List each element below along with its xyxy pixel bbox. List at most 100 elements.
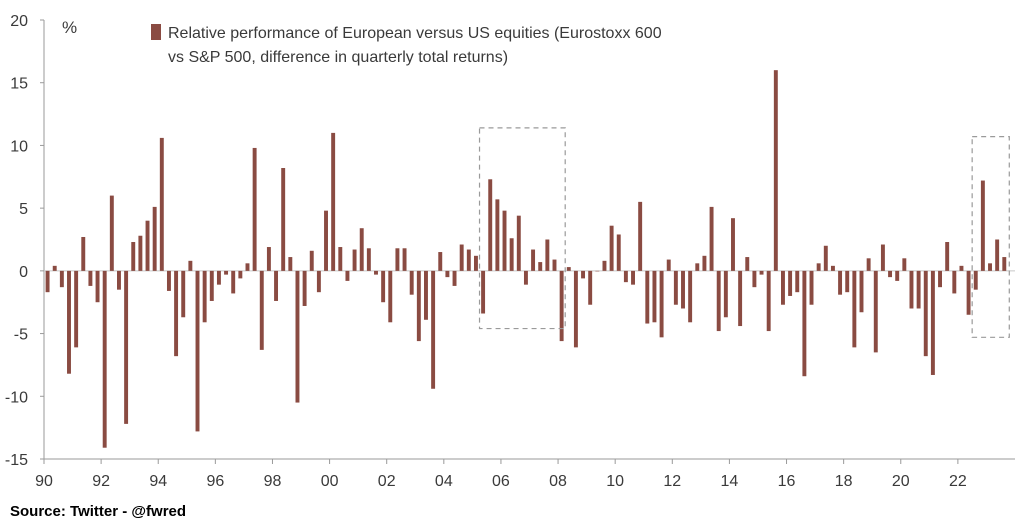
bar bbox=[452, 270, 457, 286]
bar bbox=[124, 270, 129, 424]
bar bbox=[409, 270, 414, 295]
bar bbox=[695, 263, 700, 271]
legend: Relative performance of European versus … bbox=[151, 24, 662, 66]
x-tick-label: 10 bbox=[606, 473, 624, 490]
bar bbox=[252, 147, 257, 271]
bar bbox=[374, 270, 378, 275]
bar bbox=[138, 235, 143, 271]
bar bbox=[259, 270, 264, 350]
x-tick-label: 16 bbox=[778, 473, 796, 490]
bar bbox=[859, 270, 864, 313]
bar bbox=[388, 270, 393, 323]
bar bbox=[88, 270, 93, 286]
y-tick-label: 20 bbox=[10, 13, 28, 30]
y-tick-label: -10 bbox=[5, 389, 28, 406]
bar bbox=[366, 248, 371, 271]
bar bbox=[752, 270, 757, 288]
bar bbox=[274, 270, 279, 301]
bar bbox=[345, 270, 350, 281]
bar bbox=[823, 245, 828, 271]
bar bbox=[930, 270, 935, 375]
bar bbox=[52, 265, 57, 271]
bar bbox=[288, 257, 293, 271]
bar bbox=[245, 263, 250, 271]
bar bbox=[852, 270, 857, 348]
x-tick-label: 14 bbox=[721, 473, 739, 490]
bar bbox=[95, 270, 100, 303]
bar bbox=[381, 270, 386, 303]
bar bbox=[952, 270, 957, 294]
bar bbox=[573, 270, 578, 348]
bar bbox=[809, 270, 814, 305]
bar bbox=[738, 270, 743, 327]
bar bbox=[616, 234, 621, 271]
bar bbox=[502, 210, 507, 271]
bar bbox=[131, 242, 136, 271]
bars-group bbox=[45, 70, 1007, 448]
bar bbox=[359, 228, 364, 271]
bar bbox=[552, 259, 557, 271]
bar bbox=[702, 255, 707, 271]
x-tick-label: 06 bbox=[492, 473, 510, 490]
bar bbox=[709, 206, 714, 271]
highlight-box bbox=[478, 127, 566, 330]
bar bbox=[795, 270, 800, 293]
bar bbox=[873, 270, 878, 353]
x-tick-label: 18 bbox=[835, 473, 853, 490]
bar bbox=[523, 270, 528, 285]
bar bbox=[681, 270, 685, 309]
bar bbox=[445, 270, 450, 278]
bar bbox=[402, 248, 407, 271]
bar bbox=[45, 270, 50, 293]
bar bbox=[309, 250, 314, 271]
bar bbox=[545, 239, 550, 271]
bar bbox=[716, 270, 721, 332]
bar bbox=[845, 270, 850, 293]
bar bbox=[902, 258, 907, 271]
bar bbox=[152, 206, 157, 271]
bar bbox=[238, 270, 243, 279]
bar bbox=[352, 249, 357, 271]
bar bbox=[216, 270, 221, 285]
bar bbox=[438, 252, 443, 271]
bar bbox=[602, 260, 607, 271]
highlight-boxes bbox=[478, 127, 1010, 338]
bar bbox=[295, 270, 300, 403]
bar bbox=[988, 263, 992, 271]
bar bbox=[1002, 257, 1007, 271]
bar bbox=[395, 248, 400, 271]
bar bbox=[995, 239, 1000, 271]
bar bbox=[209, 270, 214, 301]
bar bbox=[473, 255, 478, 271]
bar bbox=[731, 218, 735, 271]
bar bbox=[466, 249, 471, 271]
bar bbox=[281, 168, 286, 271]
bar bbox=[766, 270, 771, 332]
bar bbox=[166, 270, 171, 291]
bar bbox=[531, 249, 536, 271]
bar bbox=[316, 270, 321, 293]
bar bbox=[67, 270, 71, 374]
bar bbox=[566, 267, 571, 271]
bar bbox=[424, 270, 428, 320]
bar bbox=[759, 270, 764, 275]
bar bbox=[838, 270, 843, 295]
bar bbox=[916, 270, 921, 309]
y-tick-label: -15 bbox=[5, 452, 28, 469]
bar bbox=[81, 236, 86, 271]
bar bbox=[773, 70, 778, 271]
bar bbox=[609, 225, 614, 271]
bar bbox=[302, 270, 307, 306]
legend-label-line2: vs S&P 500, difference in quarterly tota… bbox=[168, 49, 508, 66]
bar bbox=[938, 270, 942, 288]
y-tick-label: 10 bbox=[10, 138, 28, 155]
bar bbox=[117, 270, 121, 290]
bar bbox=[59, 270, 64, 288]
axes bbox=[40, 19, 1015, 464]
x-tick-label: 02 bbox=[378, 473, 396, 490]
x-tick-label: 94 bbox=[149, 473, 167, 490]
tick-labels: -15 -10 -5 0 5 10 15 20 90 92 94 96 98 00 02 04 06 08 10 12… bbox=[5, 13, 967, 490]
bar bbox=[516, 215, 521, 271]
bar bbox=[431, 270, 436, 389]
y-tick-label: 15 bbox=[10, 76, 28, 93]
